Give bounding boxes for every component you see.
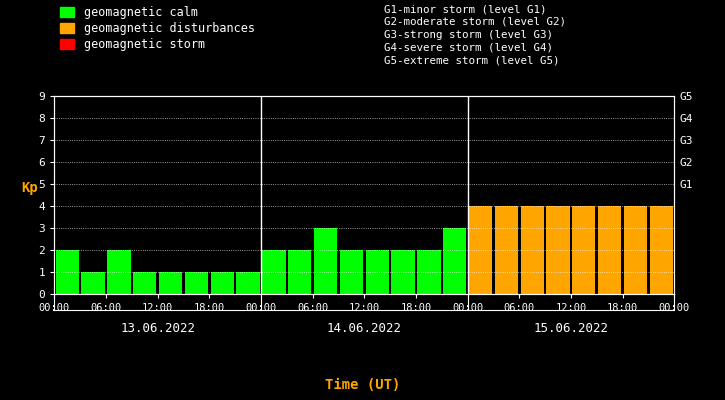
Bar [624, 206, 647, 294]
Bar [650, 206, 673, 294]
Bar [469, 206, 492, 294]
Bar [56, 250, 79, 294]
Bar [547, 206, 570, 294]
Bar [81, 272, 104, 294]
Bar [133, 272, 157, 294]
Text: Time (UT): Time (UT) [325, 378, 400, 392]
Bar [418, 250, 441, 294]
Y-axis label: Kp: Kp [21, 181, 38, 195]
Bar [494, 206, 518, 294]
Text: G1-minor storm (level G1)
G2-moderate storm (level G2)
G3-strong storm (level G3: G1-minor storm (level G1) G2-moderate st… [384, 4, 566, 65]
Legend: geomagnetic calm, geomagnetic disturbances, geomagnetic storm: geomagnetic calm, geomagnetic disturbanc… [60, 6, 255, 51]
Bar [392, 250, 415, 294]
Bar [211, 272, 234, 294]
Bar [107, 250, 130, 294]
Bar [185, 272, 208, 294]
Bar [340, 250, 363, 294]
Bar [598, 206, 621, 294]
Bar [521, 206, 544, 294]
Bar [314, 228, 337, 294]
Bar [443, 228, 466, 294]
Text: 14.06.2022: 14.06.2022 [327, 322, 402, 335]
Bar [572, 206, 595, 294]
Bar [159, 272, 182, 294]
Bar [236, 272, 260, 294]
Text: 13.06.2022: 13.06.2022 [120, 322, 195, 335]
Text: 15.06.2022: 15.06.2022 [534, 322, 608, 335]
Bar [365, 250, 389, 294]
Bar [288, 250, 311, 294]
Bar [262, 250, 286, 294]
